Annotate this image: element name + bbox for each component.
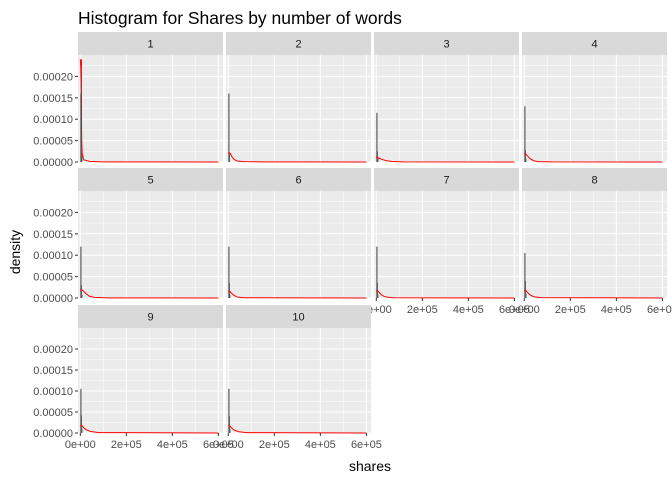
facet-strip xyxy=(78,305,223,328)
facet-panels: 1 0.00000 0.00005 0.00010 0.00015 0.00020 2 3 4 5… xyxy=(33,32,672,451)
facet-strip xyxy=(374,32,519,55)
facet-panel: 2 xyxy=(226,32,371,163)
x-tick-label: 2e+05 xyxy=(259,439,290,451)
density-curve xyxy=(227,424,367,434)
y-tick-label: 0.00020 xyxy=(33,207,73,219)
y-tick-label: 0.00015 xyxy=(33,229,73,241)
y-tick-label: 0.00010 xyxy=(33,114,73,126)
histogram-bar xyxy=(229,294,231,298)
histogram-bar xyxy=(81,428,83,433)
y-tick-label: 0.00005 xyxy=(33,272,73,284)
histogram-bar xyxy=(229,428,231,433)
x-tick-label: 0e+00 xyxy=(509,304,540,316)
histogram-bar xyxy=(524,150,526,162)
density-curve xyxy=(523,289,663,299)
facet-strip-label: 7 xyxy=(443,175,449,187)
y-tick-label: 0.00010 xyxy=(33,386,73,398)
facet-strip-label: 4 xyxy=(591,39,597,51)
histogram-bar xyxy=(525,158,527,162)
x-tick-label: 0e+00 xyxy=(65,439,96,451)
x-tick-label: 6e+05 xyxy=(203,439,234,451)
x-tick-label: 4e+05 xyxy=(453,304,484,316)
facet-strip-label: 9 xyxy=(147,312,153,324)
facet-panel: 6 xyxy=(226,168,371,299)
y-tick-label: 0.00000 xyxy=(33,293,73,305)
density-curve xyxy=(79,424,219,434)
density-curve xyxy=(227,151,367,163)
histogram-bar xyxy=(228,93,230,162)
facet-panel: 9 0.00000 0.00005 0.00010 0.00015 0.00020 0e+0… xyxy=(33,305,234,451)
histogram-bar xyxy=(524,253,526,298)
facet-strip xyxy=(226,305,371,328)
y-axis-title: density xyxy=(7,230,23,274)
y-tick-label: 0.00000 xyxy=(33,157,73,169)
facet-strip-label: 3 xyxy=(443,39,449,51)
histogram-bar xyxy=(377,158,379,162)
chart-title: Histogram for Shares by number of words xyxy=(78,8,402,28)
y-tick-label: 0.00005 xyxy=(33,136,73,148)
x-tick-label: 2e+05 xyxy=(555,304,586,316)
density-curve xyxy=(79,288,219,299)
y-tick-label: 0.00015 xyxy=(33,93,73,105)
y-tick-label: 0.00015 xyxy=(33,365,73,377)
x-axis-title: shares xyxy=(349,458,391,474)
histogram-bar xyxy=(228,153,230,162)
histogram-bar xyxy=(228,388,230,433)
histogram-bar xyxy=(525,293,527,298)
facet-panel: 70e+00 2e+05 4e+05 6e+05 xyxy=(361,168,530,316)
y-tick-label: 0.00020 xyxy=(33,71,73,83)
x-tick-label: 6e+05 xyxy=(647,304,672,316)
facet-strip-label: 8 xyxy=(591,175,597,187)
facet-panel: 3 xyxy=(374,32,519,163)
histogram-bar xyxy=(80,388,82,433)
x-tick-label: 6e+05 xyxy=(499,304,530,316)
facet-strip-label: 5 xyxy=(147,175,153,187)
histogram-bar xyxy=(377,294,379,298)
x-tick-label: 2e+05 xyxy=(111,439,142,451)
histogram-bar xyxy=(524,106,526,162)
x-tick-label: 6e+05 xyxy=(351,439,382,451)
histogram-bar xyxy=(80,246,82,298)
facet-panel: 8 0e+00 2e+05 4e+05 6e+05 xyxy=(509,168,672,316)
facet-strip xyxy=(226,168,371,191)
x-tick-label: 2e+05 xyxy=(407,304,438,316)
facet-strip-label: 1 xyxy=(147,39,153,51)
facet-strip xyxy=(78,168,223,191)
histogram-bar xyxy=(228,416,230,433)
y-tick-label: 0.00010 xyxy=(33,250,73,262)
facet-strip-label: 10 xyxy=(292,312,304,324)
x-tick-label: 4e+05 xyxy=(157,439,188,451)
facet-strip xyxy=(522,168,667,191)
histogram-bar xyxy=(81,294,83,298)
facet-strip-label: 6 xyxy=(295,175,301,187)
x-tick-label: 4e+05 xyxy=(305,439,336,451)
x-tick-label: 4e+05 xyxy=(601,304,632,316)
histogram-bar xyxy=(376,246,378,298)
density-curve xyxy=(375,289,515,299)
facet-panel: 1 0.00000 0.00005 0.00010 0.00015 0.00020 xyxy=(33,32,223,169)
histogram-bar xyxy=(80,285,82,298)
histogram-bar xyxy=(376,112,378,162)
y-tick-label: 0.00020 xyxy=(33,344,73,356)
y-tick-label: 0.00005 xyxy=(33,407,73,419)
histogram-bar xyxy=(81,155,83,162)
x-tick-label: 0e+00 xyxy=(213,439,244,451)
density-curve xyxy=(227,289,367,299)
y-tick-label: 0.00000 xyxy=(33,428,73,440)
facet-strip xyxy=(226,32,371,55)
facet-strip xyxy=(78,32,223,55)
histogram-bar xyxy=(80,415,82,433)
facet-panel: 4 xyxy=(522,32,667,163)
density-curve xyxy=(79,59,219,163)
facet-panel: 10 0e+00 2e+05 4e+05 6e+05 xyxy=(213,305,382,451)
density-curve xyxy=(375,156,515,163)
facet-strip-label: 2 xyxy=(295,39,301,51)
histogram-bar xyxy=(228,246,230,298)
facet-strip xyxy=(522,32,667,55)
facet-panel: 5 0.00000 0.00005 0.00010 0.00015 0.00020 xyxy=(33,168,223,305)
density-curve xyxy=(523,152,663,163)
facet-strip xyxy=(374,168,519,191)
